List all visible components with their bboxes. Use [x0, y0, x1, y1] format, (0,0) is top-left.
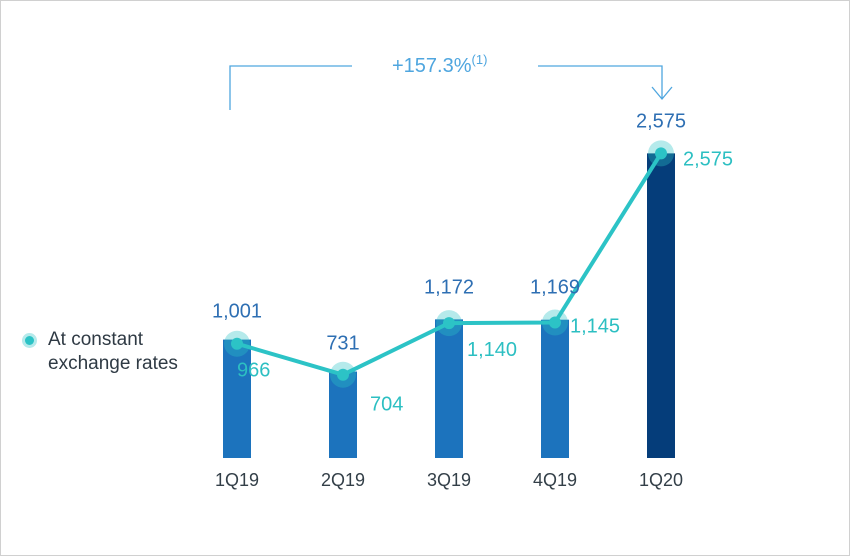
legend-label: At constant exchange rates: [48, 329, 178, 374]
annotation-arrowhead: [651, 86, 673, 101]
bar-value-label-3q19: 1,172: [424, 276, 474, 298]
bar-value-label-1q20: 2,575: [636, 110, 686, 132]
bar-1q20: [647, 153, 675, 458]
legend-marker: [25, 336, 34, 345]
line-value-label-2q19: 704: [370, 394, 403, 416]
bar-3q19: [435, 319, 463, 458]
annotation-bracket-right: [538, 65, 663, 99]
bars-group: [223, 153, 675, 458]
annotation-footnote-marker: (1): [472, 52, 488, 67]
line-value-label-3q19: 1,140: [467, 339, 517, 361]
legend: At constant exchange rates: [22, 328, 182, 376]
x-tick-1q19: 1Q19: [215, 470, 259, 490]
line-point-2q19: [337, 368, 349, 381]
line-value-label-1q20: 2,575: [683, 148, 733, 170]
labels-group: 1Q19 2Q19 3Q19 4Q19 1Q20 1,001 731 1,172 1,169 2,…: [212, 110, 733, 490]
line-point-1q20: [655, 147, 667, 160]
bar-value-label-1q19: 1,001: [212, 301, 262, 323]
annotation-bracket-left: [229, 65, 352, 110]
x-tick-1q20: 1Q20: [639, 470, 683, 490]
bar-1q19: [223, 339, 251, 458]
bar-value-label-4q19: 1,169: [530, 277, 580, 299]
x-tick-4q19: 4Q19: [533, 470, 577, 490]
line-point-3q19: [443, 317, 455, 330]
line-point-1q19: [231, 337, 243, 350]
annotation-value: +157.3%: [392, 55, 472, 77]
line-point-4q19: [549, 316, 561, 329]
line-group: [224, 140, 674, 388]
bar-2q19: [329, 371, 357, 458]
annotation-group: +157.3%(1): [229, 52, 673, 110]
bar-value-label-2q19: 731: [326, 333, 359, 355]
x-tick-3q19: 3Q19: [427, 470, 471, 490]
annotation-label: +157.3%(1): [392, 52, 487, 77]
line-value-label-4q19: 1,145: [570, 316, 620, 338]
bar-4q19: [541, 319, 569, 458]
line-value-label-1q19: 966: [237, 360, 270, 382]
x-tick-2q19: 2Q19: [321, 470, 365, 490]
